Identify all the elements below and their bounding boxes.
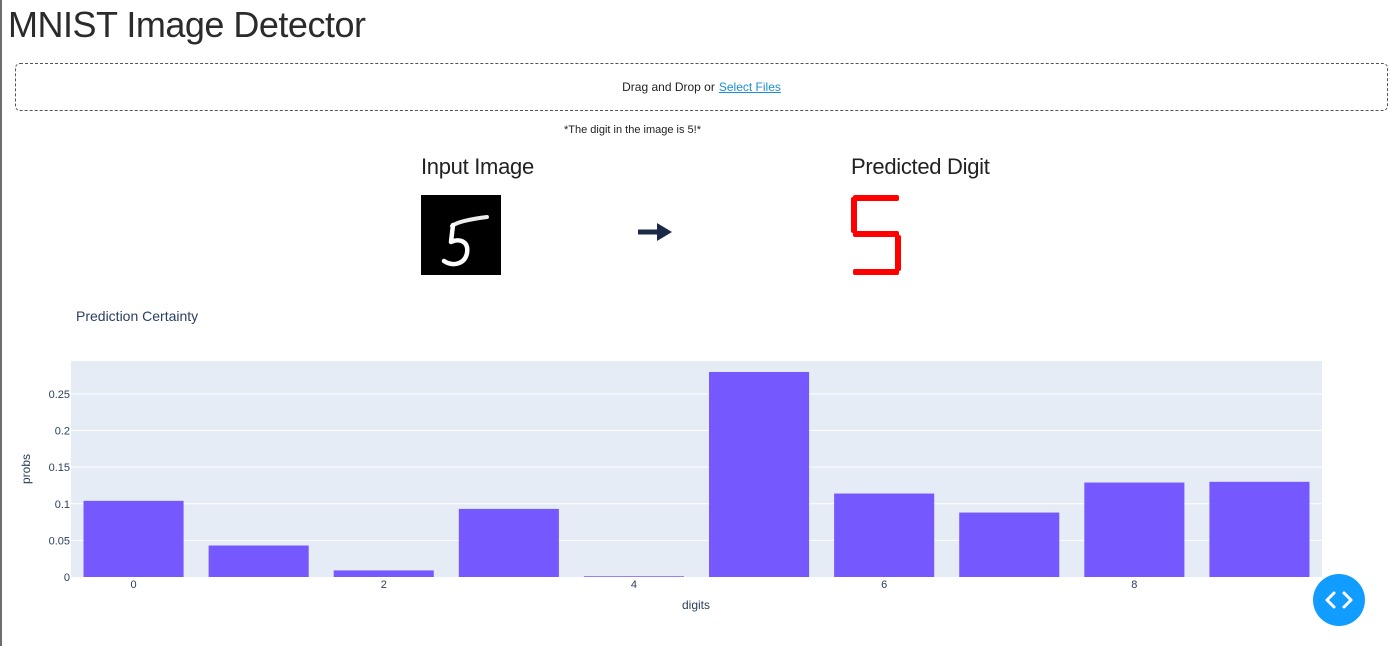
y-tick-label: 0.1: [55, 499, 70, 511]
x-tick-label: 6: [881, 579, 887, 591]
predicted-digit-heading: Predicted Digit: [851, 154, 990, 179]
digit-segment-a: [853, 195, 899, 201]
bar-digit-6: [834, 493, 935, 577]
select-files-link[interactable]: Select Files: [718, 80, 781, 94]
bar-digit-8: [1084, 482, 1185, 577]
chart-title: Prediction Certainty: [76, 308, 199, 324]
digit-segment-c: [895, 235, 901, 271]
window-edge: [0, 0, 2, 646]
code-brackets-icon: [1325, 591, 1353, 609]
y-tick-label: 0: [64, 572, 70, 584]
input-image-heading: Input Image: [421, 154, 534, 179]
y-tick-label: 0.15: [49, 462, 70, 474]
right-arrow-icon: [638, 223, 672, 241]
bar-digit-1: [208, 545, 309, 577]
x-tick-label: 8: [1131, 579, 1137, 591]
x-tick-label: 2: [381, 579, 387, 591]
digit-segment-g: [853, 231, 899, 237]
bar-digit-9: [1209, 481, 1310, 577]
y-tick-label: 0.05: [49, 535, 70, 547]
bar-digit-0: [83, 500, 184, 577]
page-title: MNIST Image Detector: [8, 4, 366, 45]
code-toggle-button[interactable]: [1313, 574, 1365, 626]
y-axis-label: probs: [19, 454, 33, 484]
bar-digit-4: [583, 576, 684, 577]
x-tick-label: 0: [130, 579, 136, 591]
prediction-message: *The digit in the image is 5!*: [564, 124, 701, 136]
bar-digit-5: [709, 371, 810, 577]
bar-digit-3: [458, 508, 559, 577]
x-tick-label: 4: [631, 579, 637, 591]
digit-segment-d: [853, 269, 899, 275]
y-tick-label: 0.25: [49, 389, 70, 401]
x-axis-label: digits: [682, 598, 710, 612]
upload-dropzone[interactable]: Drag and Drop or Select Files: [15, 63, 1388, 111]
input-digit-image: [421, 195, 501, 275]
bar-digit-7: [959, 512, 1060, 577]
certainty-bar-chart: 0 0.05 0.1 0.15 0.2 0.25 0 2 4 6 8 digits probs: [19, 361, 1322, 612]
y-tick-label: 0.2: [55, 426, 70, 438]
digit-segment-f: [851, 197, 857, 233]
upload-prompt: Drag and Drop or: [622, 80, 715, 94]
predicted-digit-display: [851, 195, 901, 275]
bar-digit-2: [333, 570, 434, 577]
